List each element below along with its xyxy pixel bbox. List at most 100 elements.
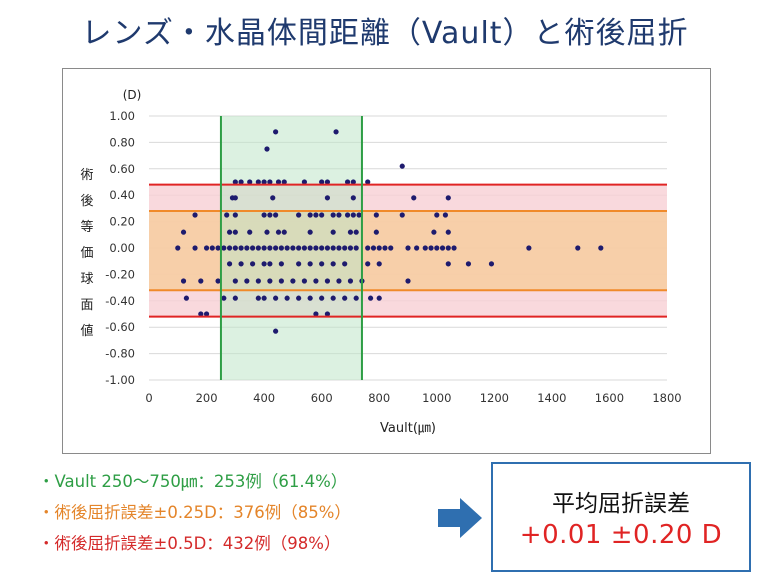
data-point <box>324 245 331 251</box>
data-point <box>232 278 238 284</box>
data-point <box>264 146 270 152</box>
data-point <box>376 245 382 251</box>
data-point <box>411 195 417 201</box>
data-point <box>198 278 204 284</box>
data-point <box>445 195 451 201</box>
data-point <box>353 229 359 235</box>
data-point <box>255 295 261 301</box>
y-axis-label-char: 後 <box>80 194 93 209</box>
data-point <box>284 245 290 251</box>
data-point <box>267 278 273 284</box>
data-point <box>301 245 307 251</box>
data-point <box>330 229 336 235</box>
y-axis-label-char: 値 <box>80 323 93 339</box>
data-point <box>399 212 405 218</box>
data-point <box>434 245 440 251</box>
data-point <box>203 311 210 317</box>
data-point <box>598 245 604 251</box>
data-point <box>319 179 325 185</box>
data-point <box>428 245 434 251</box>
data-point <box>180 229 187 235</box>
data-point <box>405 278 411 284</box>
data-point <box>232 195 238 201</box>
data-point <box>347 278 354 284</box>
data-point <box>232 179 238 185</box>
y-tick-label: -0.60 <box>105 320 135 334</box>
data-point <box>261 295 267 301</box>
data-point <box>313 212 319 218</box>
data-point <box>319 261 325 267</box>
data-point <box>224 212 230 218</box>
data-point <box>434 212 440 218</box>
data-point <box>399 163 405 169</box>
x-tick-label: 600 <box>311 391 333 405</box>
data-point <box>278 261 284 267</box>
data-point <box>273 245 279 251</box>
data-point <box>350 179 356 185</box>
data-point <box>336 245 342 251</box>
data-point <box>270 195 276 201</box>
x-tick-label: 0 <box>145 391 152 405</box>
data-point <box>373 229 379 235</box>
y-axis-label-char: 面 <box>80 298 93 313</box>
data-point <box>347 229 354 235</box>
data-point <box>273 328 279 334</box>
data-point <box>284 295 290 301</box>
data-point <box>215 245 221 251</box>
data-point <box>376 295 382 301</box>
data-point <box>370 245 377 251</box>
data-point <box>439 245 446 251</box>
y-tick-label: -0.40 <box>105 294 135 308</box>
data-point <box>290 245 296 251</box>
y-tick-label: 0.00 <box>109 241 135 255</box>
data-point <box>445 229 451 235</box>
data-point <box>414 245 420 251</box>
data-point <box>442 212 449 218</box>
y-axis-label-char: 球 <box>80 272 93 287</box>
data-point <box>267 212 273 218</box>
data-point <box>238 245 244 251</box>
data-point <box>301 179 307 185</box>
data-point <box>382 245 388 251</box>
data-point <box>347 245 354 251</box>
data-point <box>342 261 348 267</box>
x-tick-label: 1800 <box>652 391 681 405</box>
data-point <box>336 212 342 218</box>
result-label: 平均屈折誤差 <box>552 491 690 517</box>
x-axis-label: Vault(㎛) <box>380 421 436 436</box>
data-point <box>247 229 253 235</box>
data-point <box>250 261 256 267</box>
data-point <box>333 129 339 135</box>
data-point <box>367 295 374 301</box>
y-tick-label: 1.00 <box>109 109 135 123</box>
x-tick-label: 1200 <box>480 391 509 405</box>
data-point <box>488 261 495 267</box>
y-tick-label: -1.00 <box>105 373 135 387</box>
data-point <box>313 278 319 284</box>
data-point <box>221 295 227 301</box>
data-point <box>264 229 270 235</box>
data-point <box>261 179 267 185</box>
data-point <box>238 179 244 185</box>
data-point <box>330 261 336 267</box>
data-point <box>405 245 411 251</box>
data-point <box>324 195 331 201</box>
data-point <box>267 261 273 267</box>
data-point <box>445 261 451 267</box>
data-point <box>183 295 190 301</box>
y-tick-label: 0.40 <box>109 188 135 202</box>
data-point <box>261 245 267 251</box>
data-point <box>301 278 307 284</box>
data-point <box>356 212 362 218</box>
data-point <box>324 311 331 317</box>
page-title: レンズ・水晶体間距離（Vault）と術後屈折 <box>81 16 689 51</box>
data-point <box>273 295 279 301</box>
bullet-error-025: ・術後屈折誤差±0.25D：376例（85%） <box>38 503 351 522</box>
data-point <box>307 212 313 218</box>
data-point <box>281 179 287 185</box>
x-tick-label: 400 <box>253 391 275 405</box>
data-point <box>203 245 210 251</box>
data-point <box>275 229 282 235</box>
data-point <box>255 179 261 185</box>
y-tick-label: 0.20 <box>109 215 135 229</box>
